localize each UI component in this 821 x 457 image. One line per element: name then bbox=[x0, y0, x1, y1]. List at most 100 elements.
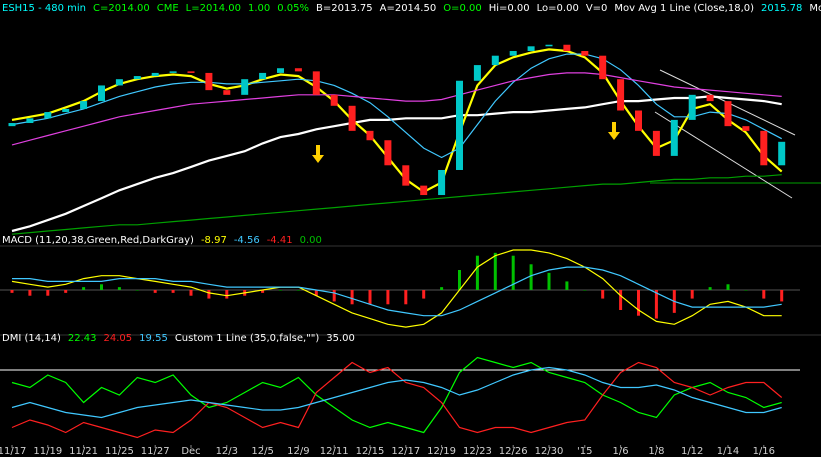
candle bbox=[169, 71, 177, 73]
candle bbox=[706, 94, 714, 102]
indicator-line bbox=[11, 249, 782, 328]
candle bbox=[294, 68, 302, 72]
histogram-bar bbox=[762, 290, 766, 299]
candle bbox=[366, 130, 374, 141]
indicator-line bbox=[11, 95, 782, 233]
legend-item: 0.00 bbox=[300, 235, 322, 246]
indicator-line bbox=[11, 72, 782, 146]
x-tick-label: 1/14 bbox=[717, 446, 739, 457]
histogram-bar bbox=[619, 290, 623, 310]
histogram-bar bbox=[458, 270, 461, 290]
histogram-bar bbox=[46, 290, 50, 296]
legend-item: 0.05% bbox=[277, 3, 309, 14]
histogram-bar bbox=[261, 290, 265, 293]
legend-item: DMI (14,14) bbox=[2, 333, 61, 344]
legend-item: ESH15 - 480 min bbox=[2, 3, 86, 14]
candle bbox=[259, 72, 267, 80]
candle bbox=[80, 101, 88, 109]
histogram-bar bbox=[565, 281, 569, 290]
histogram-bar bbox=[744, 290, 748, 291]
candle bbox=[509, 51, 517, 56]
x-tick-label: 11/27 bbox=[141, 446, 170, 457]
histogram-bar bbox=[100, 284, 103, 290]
x-tick-label: 12/9 bbox=[287, 446, 309, 457]
candle bbox=[8, 123, 16, 127]
x-tick-label: 12/19 bbox=[427, 446, 456, 457]
candle bbox=[115, 79, 123, 86]
histogram-bar bbox=[332, 290, 336, 302]
candle bbox=[527, 46, 535, 52]
x-tick-label: 11/17 bbox=[0, 446, 26, 457]
legend-item: 35.00 bbox=[326, 333, 355, 344]
histogram-bar bbox=[117, 287, 121, 290]
histogram-bar bbox=[314, 290, 318, 296]
x-tick-label: 1/8 bbox=[648, 446, 664, 457]
candle bbox=[652, 130, 660, 156]
candle bbox=[760, 130, 768, 166]
candle bbox=[778, 141, 786, 166]
candle bbox=[62, 108, 70, 113]
histogram-bar bbox=[422, 290, 426, 299]
histogram-bar bbox=[135, 290, 139, 291]
legend-item: Custom 1 Line (35,0,false,"") bbox=[175, 333, 320, 344]
histogram-bar bbox=[10, 290, 14, 293]
x-tick-label: 1/12 bbox=[681, 446, 703, 457]
histogram-bar bbox=[708, 287, 712, 290]
legend-item: 2015.78 bbox=[761, 3, 802, 14]
candle bbox=[223, 90, 231, 95]
candle bbox=[98, 85, 105, 102]
candle bbox=[491, 55, 499, 66]
histogram-bar bbox=[404, 290, 408, 305]
indicator-line bbox=[11, 174, 782, 235]
histogram-bar bbox=[350, 290, 354, 305]
histogram-bar bbox=[225, 290, 229, 299]
candle bbox=[617, 79, 625, 111]
indicator-line bbox=[11, 48, 783, 194]
candle bbox=[277, 68, 284, 73]
legend-item: 1.00 bbox=[248, 3, 270, 14]
histogram-bar bbox=[690, 290, 694, 299]
histogram-bar bbox=[189, 290, 193, 296]
candle bbox=[438, 169, 446, 196]
candle bbox=[545, 44, 553, 47]
legend-item: -4.56 bbox=[234, 235, 260, 246]
histogram-bar bbox=[637, 290, 640, 316]
legend-item: Hi=0.00 bbox=[489, 3, 530, 14]
x-tick-label: 12/15 bbox=[356, 446, 385, 457]
panel-legend: DMI (14,14) 22.43 24.05 19.55 Custom 1 Line … bbox=[2, 333, 355, 344]
candle bbox=[44, 112, 52, 119]
candle bbox=[241, 79, 249, 95]
candle bbox=[670, 119, 678, 156]
x-tick-label: '15 bbox=[577, 446, 592, 457]
candle bbox=[312, 71, 320, 95]
candle bbox=[420, 185, 428, 196]
candle bbox=[187, 71, 195, 73]
legend-item: 24.05 bbox=[104, 333, 133, 344]
histogram-bar bbox=[475, 255, 479, 290]
histogram-bar bbox=[511, 255, 515, 290]
legend-item: C=2014.00 bbox=[93, 3, 150, 14]
legend-item: O=0.00 bbox=[443, 3, 482, 14]
legend-item: CME bbox=[157, 3, 179, 14]
histogram-bar bbox=[64, 290, 68, 293]
x-tick-label: 12/30 bbox=[535, 446, 564, 457]
x-tick-label: 12/26 bbox=[499, 446, 528, 457]
histogram-bar bbox=[529, 264, 533, 290]
channel-line bbox=[654, 111, 793, 199]
candle bbox=[563, 44, 571, 52]
indicator-line bbox=[11, 356, 782, 434]
candle bbox=[330, 94, 338, 106]
x-tick-label: 12/3 bbox=[216, 446, 238, 457]
panel-legend: ESH15 - 480 min C=2014.00 CME L=2014.00 1.00… bbox=[2, 3, 821, 14]
histogram-bar bbox=[583, 290, 587, 291]
legend-item: 19.55 bbox=[139, 333, 168, 344]
x-tick-label: 1/6 bbox=[613, 446, 629, 457]
candle bbox=[151, 72, 159, 77]
histogram-bar bbox=[171, 290, 175, 293]
x-tick-label: Dec bbox=[181, 446, 200, 457]
legend-item: B=2013.75 bbox=[316, 3, 373, 14]
histogram-bar bbox=[440, 287, 444, 290]
signal-arrow bbox=[608, 122, 620, 140]
